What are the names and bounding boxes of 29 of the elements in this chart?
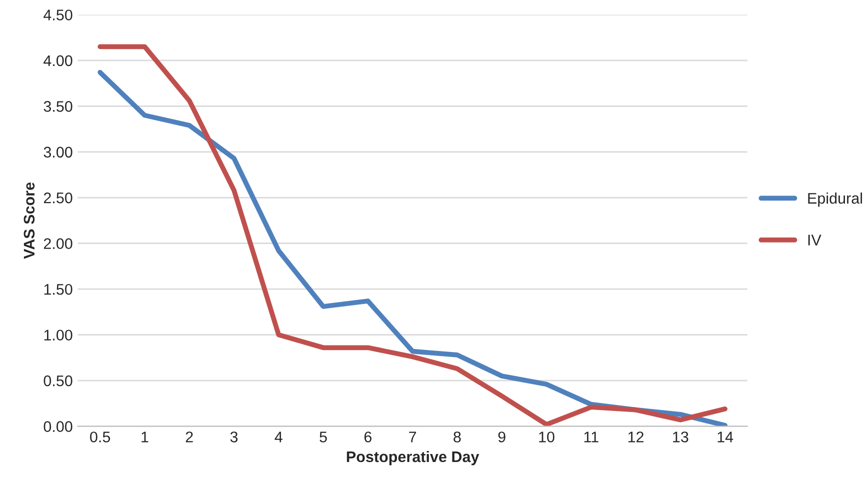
- x-tick-label: 6: [364, 432, 372, 442]
- x-tick-label: 8: [454, 432, 461, 442]
- y-tick-label: 2.50: [44, 192, 72, 204]
- y-tick-label: 3.50: [44, 101, 72, 112]
- legend-label: Epidural: [808, 192, 862, 207]
- x-axis-title: Postoperative Day: [346, 450, 480, 466]
- y-tick-label: 1.50: [44, 284, 72, 295]
- y-tick-label: 0.50: [44, 375, 72, 386]
- y-tick-label: 2.00: [44, 238, 72, 250]
- y-axis-title: VAS Score: [24, 182, 35, 259]
- x-tick-label: 13: [673, 432, 688, 442]
- x-tick-label: 11: [584, 432, 598, 442]
- x-tick-label: 14: [718, 432, 734, 442]
- y-tick-label: 0.00: [44, 421, 72, 432]
- legend-label: IV: [808, 234, 822, 246]
- x-tick-label: 3: [230, 432, 238, 442]
- x-tick-label: 0.5: [90, 432, 110, 442]
- x-tick-label: 12: [628, 432, 644, 442]
- x-tick-label: 1: [142, 432, 148, 442]
- x-tick-label: 7: [409, 432, 416, 442]
- x-tick-label: 5: [320, 432, 327, 442]
- y-tick-label: 1.00: [44, 330, 72, 341]
- x-tick-label: 9: [498, 432, 506, 442]
- x-tick-label: 10: [539, 432, 554, 442]
- y-tick-label: 3.00: [44, 146, 72, 158]
- y-tick-label: 4.50: [44, 10, 72, 20]
- x-tick-label: 4: [274, 432, 282, 442]
- y-tick-label: 4.00: [44, 55, 72, 66]
- x-tick-label: 2: [186, 432, 193, 442]
